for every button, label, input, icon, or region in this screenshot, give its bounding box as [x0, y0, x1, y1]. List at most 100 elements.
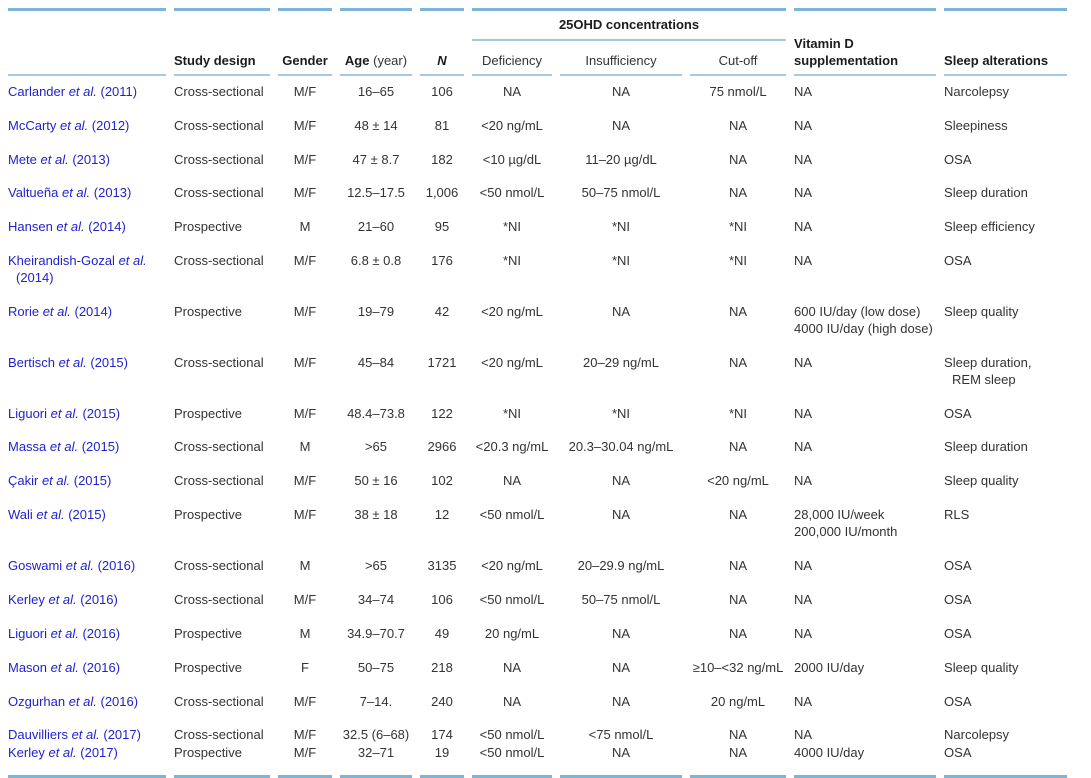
cell-n: 176 — [431, 253, 453, 269]
cell-age: 38 ± 18 — [354, 507, 398, 523]
cell-study: Çakir et al. (2015) — [8, 465, 166, 499]
cell-age: 12.5–17.5 — [347, 185, 405, 201]
citation-link[interactable]: Ozgurhan et al. (2016) — [8, 694, 138, 709]
citation-etal: et al. — [50, 625, 79, 641]
cell-deficiency: <50 nmol/L — [479, 507, 545, 523]
cell-study-design: Cross-sectional — [174, 151, 264, 167]
cell-cutoff: *NI — [728, 405, 748, 421]
cell-n: 12 — [434, 507, 450, 523]
citation-link[interactable]: Valtueña et al. (2013) — [8, 185, 131, 200]
citation-year: (2017) — [76, 745, 118, 761]
cell-study-design: Prospective — [174, 304, 242, 320]
cell-deficiency: NA — [502, 659, 522, 675]
group-header-25ohd-concentrations: 25OHD concentrations — [472, 8, 787, 41]
cell-vitamin-d-supplementation: NA — [794, 693, 813, 709]
cell-study-design: Prospective — [174, 744, 270, 778]
cell-sleep-alterations: OSA — [944, 591, 972, 607]
citation-link[interactable]: Liguori et al. (2015) — [8, 406, 120, 421]
column-header-study-design: Study design — [174, 8, 270, 76]
citation-link[interactable]: Dauvilliers et al. (2017) — [8, 727, 141, 742]
cell-cutoff: *NI — [728, 253, 748, 269]
citation-authors: Mete — [8, 151, 41, 167]
cell-gender: M/F — [293, 507, 317, 523]
citation-link[interactable]: Mete et al. (2013) — [8, 152, 110, 167]
cell-vitamin-d-supplementation: NA — [794, 727, 813, 743]
citation-link[interactable]: Kerley et al. (2017) — [8, 745, 118, 760]
citation-link[interactable]: Massa et al. (2015) — [8, 439, 119, 454]
cell-study: McCarty et al. (2012) — [8, 110, 166, 144]
citation-link[interactable]: Bertisch et al. (2015) — [8, 355, 128, 370]
citation-authors: Goswami — [8, 558, 66, 574]
cell-n: 240 — [431, 693, 453, 709]
cell-study: Rorie et al. (2014) — [8, 296, 166, 347]
citation-authors: Kheirandish-Gozal — [8, 253, 119, 269]
citation-year: (2016) — [96, 693, 139, 709]
citation-authors: Rorie — [8, 304, 43, 320]
cell-sleep-alterations: Sleep duration — [944, 185, 1028, 201]
citation-etal: et al. — [50, 659, 79, 675]
cell-sleep-alterations: Sleep quality — [944, 473, 1019, 489]
column-header-age: Age (year) — [340, 8, 412, 76]
cell-cutoff: ≥10–<32 ng/mL — [692, 659, 784, 675]
citation-link[interactable]: Goswami et al. (2016) — [8, 558, 135, 573]
cell-cutoff: NA — [690, 744, 787, 778]
cell-age: 34.9–70.7 — [347, 625, 405, 641]
cell-n: 174 — [431, 727, 453, 743]
cell-n: 182 — [431, 151, 453, 167]
citation-year: (2012) — [88, 117, 130, 133]
cell-deficiency: *NI — [502, 219, 522, 235]
citation-link[interactable]: Carlander et al. (2011) — [8, 84, 137, 99]
cell-sleep-alterations: Narcolepsy — [944, 83, 1010, 99]
column-header-n: N — [420, 8, 464, 76]
cell-study-design: Prospective — [174, 507, 242, 523]
cell-study-design: Cross-sectional — [174, 473, 264, 489]
citation-year: (2015) — [70, 473, 112, 489]
citation-year: (2015) — [64, 507, 106, 523]
citation-link[interactable]: Çakir et al. (2015) — [8, 473, 111, 488]
cell-vitamin-d-supplementation: 28,000 IU/week 200,000 IU/month — [794, 507, 898, 540]
cell-study-design: Prospective — [174, 219, 242, 235]
citation-link[interactable]: Kerley et al. (2016) — [8, 592, 118, 607]
cell-insufficiency: 20–29 ng/mL — [583, 354, 659, 370]
cell-study: Kheirandish-Gozal et al. (2014) — [8, 245, 166, 296]
citation-link[interactable]: Kheirandish-Gozal et al. (2014) — [8, 253, 147, 285]
citation-link[interactable]: Hansen et al. (2014) — [8, 219, 126, 234]
cell-insufficiency: 11–20 µg/dL — [585, 151, 657, 167]
table-row: Goswami et al. (2016) Cross-sectional M … — [8, 550, 1067, 584]
citation-etal: et al. — [118, 253, 147, 269]
cell-age: 6.8 ± 0.8 — [350, 253, 402, 269]
citation-authors: Kerley — [8, 745, 49, 761]
cell-age: 47 ± 8.7 — [352, 151, 400, 167]
cell-vitamin-d-supplementation: NA — [794, 405, 813, 421]
cell-cutoff: NA — [728, 354, 748, 370]
citation-link[interactable]: Rorie et al. (2014) — [8, 304, 112, 319]
cell-insufficiency: 50–75 nmol/L — [581, 185, 661, 201]
cell-age: 48 ± 14 — [354, 117, 398, 133]
cell-n: 95 — [434, 219, 450, 235]
citation-year: (2015) — [86, 354, 128, 370]
citation-authors: Mason — [8, 659, 51, 675]
cell-study: Goswami et al. (2016) — [8, 550, 166, 584]
cell-study-design: Cross-sectional — [174, 253, 264, 269]
table-row: Mete et al. (2013) Cross-sectional M/F 4… — [8, 144, 1067, 178]
cell-insufficiency: NA — [560, 744, 682, 778]
citation-link[interactable]: Mason et al. (2016) — [8, 660, 120, 675]
citation-link[interactable]: Liguori et al. (2016) — [8, 626, 120, 641]
citation-etal: et al. — [58, 354, 87, 370]
citation-link[interactable]: Wali et al. (2015) — [8, 507, 106, 522]
cell-gender: F — [301, 659, 309, 675]
cell-insufficiency: NA — [611, 117, 631, 133]
cell-vitamin-d-supplementation: 2000 IU/day — [794, 659, 865, 675]
cell-cutoff: NA — [728, 185, 748, 201]
cell-insufficiency: 20–29.9 ng/mL — [577, 558, 665, 574]
cell-insufficiency: 20.3–30.04 ng/mL — [568, 439, 674, 455]
cell-vitamin-d-supplementation: NA — [794, 185, 813, 201]
cell-vitamin-d-supplementation: NA — [794, 473, 813, 489]
cell-cutoff: *NI — [728, 219, 748, 235]
cell-study-design: Cross-sectional — [174, 117, 264, 133]
citation-link[interactable]: McCarty et al. (2012) — [8, 118, 129, 133]
table-row: Ozgurhan et al. (2016) Cross-sectional M… — [8, 686, 1067, 720]
table-body: Carlander et al. (2011) Cross-sectional … — [8, 76, 1068, 778]
citation-authors: Bertisch — [8, 354, 59, 370]
cell-sleep-alterations: Sleep duration — [944, 439, 1028, 455]
